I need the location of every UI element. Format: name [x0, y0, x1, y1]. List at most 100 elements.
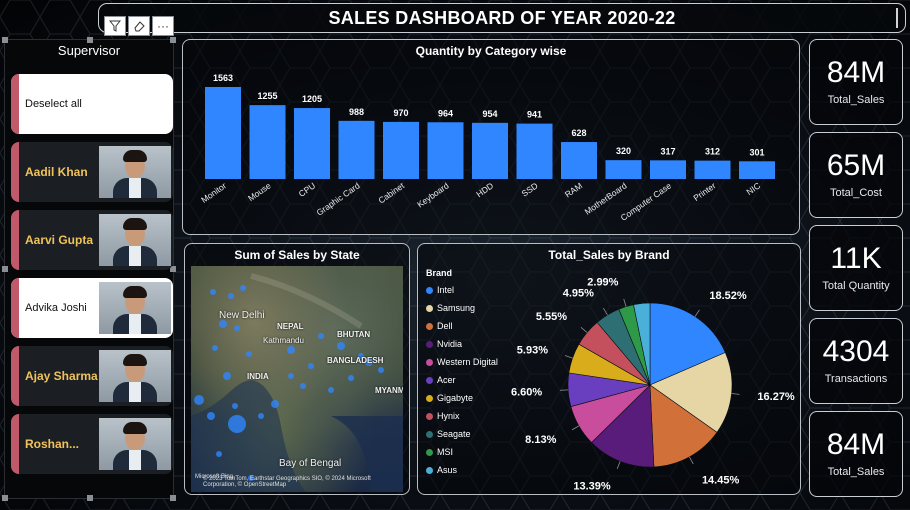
bar[interactable]	[294, 108, 330, 179]
bar[interactable]	[739, 161, 775, 179]
map-bubble[interactable]	[194, 395, 204, 405]
bar[interactable]	[694, 160, 731, 179]
slicer-item[interactable]: Ajay Sharma	[11, 346, 173, 406]
legend-item[interactable]: Gigabyte	[426, 389, 498, 407]
quantity-by-category-panel[interactable]: Quantity by Category wise 1563 Monitor 125…	[182, 39, 800, 235]
legend-item[interactable]: Nvidia	[426, 335, 498, 353]
pie-slice[interactable]	[649, 302, 726, 386]
x-tick-label: Graphic Card	[314, 180, 361, 217]
bar[interactable]	[338, 120, 375, 179]
bar[interactable]	[650, 160, 686, 179]
legend-item[interactable]: MSI	[426, 443, 498, 461]
filter-icon-button[interactable]	[104, 16, 126, 36]
pie-slice[interactable]	[633, 302, 651, 386]
map-bubble[interactable]	[212, 345, 218, 351]
legend-item[interactable]: Dell	[426, 317, 498, 335]
kpi-card[interactable]: 4304 Transactions	[809, 318, 903, 404]
eraser-icon-button[interactable]	[128, 16, 150, 36]
map-bubble[interactable]	[232, 403, 238, 409]
slicer-item[interactable]: Deselect all	[11, 74, 173, 134]
map-bubble[interactable]	[240, 285, 246, 291]
resize-handle[interactable]	[2, 37, 8, 43]
map-bubble[interactable]	[210, 289, 216, 295]
bar-data-label: 312	[705, 147, 720, 157]
map-bubble[interactable]	[228, 293, 234, 299]
pie-data-label: 2.99%	[587, 277, 618, 289]
kpi-card[interactable]: 65M Total_Cost	[809, 132, 903, 218]
slicer-item[interactable]: Advika Joshi	[11, 278, 173, 338]
map-bubble[interactable]	[228, 415, 246, 433]
selection-bar	[11, 414, 19, 474]
resize-handle[interactable]	[2, 495, 8, 501]
legend-item[interactable]: Seagate	[426, 425, 498, 443]
title-bar: SALES DASHBOARD OF YEAR 2020-22	[98, 3, 906, 33]
legend-item[interactable]: Hynix	[426, 407, 498, 425]
map-bubble[interactable]	[287, 346, 295, 354]
slicer-item-label: Ajay Sharma	[25, 369, 98, 383]
map-bubble[interactable]	[271, 400, 279, 408]
map-bubble[interactable]	[246, 351, 252, 357]
legend-title: Brand	[426, 268, 453, 278]
map-bubble[interactable]	[234, 325, 240, 331]
map-bubble[interactable]	[308, 363, 314, 369]
x-tick-label: CPU	[297, 180, 317, 198]
bar[interactable]	[249, 105, 286, 179]
supervisor-slicer[interactable]: Supervisor Deselect all Aadil Khan Aarvi G…	[2, 37, 176, 501]
leader-line	[623, 298, 627, 307]
bar[interactable]	[205, 87, 241, 179]
map-bubble[interactable]	[300, 383, 306, 389]
filter-icon	[109, 20, 121, 32]
sales-by-brand-panel[interactable]: Total_Sales by Brand Brand Intel Samsung D…	[417, 243, 801, 495]
kpi-label: Total_Sales	[827, 94, 885, 106]
bar[interactable]	[605, 160, 642, 179]
pie-data-label: 16.27%	[757, 391, 795, 403]
map-bubble[interactable]	[216, 451, 222, 457]
kpi-card[interactable]: 84M Total_Sales	[809, 39, 903, 125]
legend-item[interactable]: Samsung	[426, 299, 498, 317]
more-options-button[interactable]: ···	[152, 16, 174, 36]
map-bubble[interactable]	[207, 412, 215, 420]
resize-handle[interactable]	[170, 266, 176, 272]
pie-legend: Brand Intel Samsung Dell Nvidia Western Digi…	[426, 268, 498, 479]
legend-dot	[426, 340, 433, 348]
bar[interactable]	[561, 142, 597, 179]
legend-item[interactable]: Acer	[426, 371, 498, 389]
map-bubble[interactable]	[223, 372, 231, 380]
map-view[interactable]: New Delhi NEPAL Kathmandu BHUTAN BANGLAD…	[191, 266, 403, 492]
resize-handle[interactable]	[170, 495, 176, 501]
resize-handle[interactable]	[170, 37, 176, 43]
legend-item[interactable]: Intel	[426, 281, 498, 299]
map-bubble[interactable]	[378, 367, 384, 373]
kpi-card[interactable]: 84M Total_Sales	[809, 411, 903, 497]
map-bubble[interactable]	[358, 353, 364, 359]
legend-items: Intel Samsung Dell Nvidia Western Digital Ace…	[426, 281, 498, 479]
sales-by-state-panel[interactable]: Sum of Sales by State New Delhi NEPAL Ka…	[184, 243, 410, 495]
bing-logo: Microsoft Bing	[195, 474, 234, 480]
resize-handle[interactable]	[2, 266, 8, 272]
legend-item[interactable]: Western Digital	[426, 353, 498, 371]
kpi-card[interactable]: 11K Total Quantity	[809, 225, 903, 311]
map-bubble[interactable]	[288, 373, 294, 379]
bar[interactable]	[427, 122, 464, 179]
legend-dot	[426, 430, 433, 438]
bar[interactable]	[472, 122, 508, 179]
map-bubble[interactable]	[248, 475, 254, 481]
resize-handle[interactable]	[87, 495, 93, 501]
map-bubble[interactable]	[219, 320, 227, 328]
bar[interactable]	[383, 121, 419, 179]
bar[interactable]	[516, 123, 553, 179]
map-bubble[interactable]	[348, 375, 354, 381]
slicer-item[interactable]: Aarvi Gupta	[11, 210, 173, 270]
slicer-item[interactable]: Roshan...	[11, 414, 173, 474]
pie-data-label: 13.39%	[573, 481, 611, 493]
x-tick-label: RAM	[563, 180, 584, 199]
map-bubble[interactable]	[337, 342, 345, 350]
map-bubble[interactable]	[328, 387, 334, 393]
slicer-item[interactable]: Aadil Khan	[11, 142, 173, 202]
map-bubble[interactable]	[318, 333, 324, 339]
x-tick-label: Printer	[691, 180, 717, 203]
map-bubble[interactable]	[365, 358, 373, 366]
resize-handle[interactable]	[87, 37, 93, 43]
map-bubble[interactable]	[258, 413, 264, 419]
legend-item[interactable]: Asus	[426, 461, 498, 479]
